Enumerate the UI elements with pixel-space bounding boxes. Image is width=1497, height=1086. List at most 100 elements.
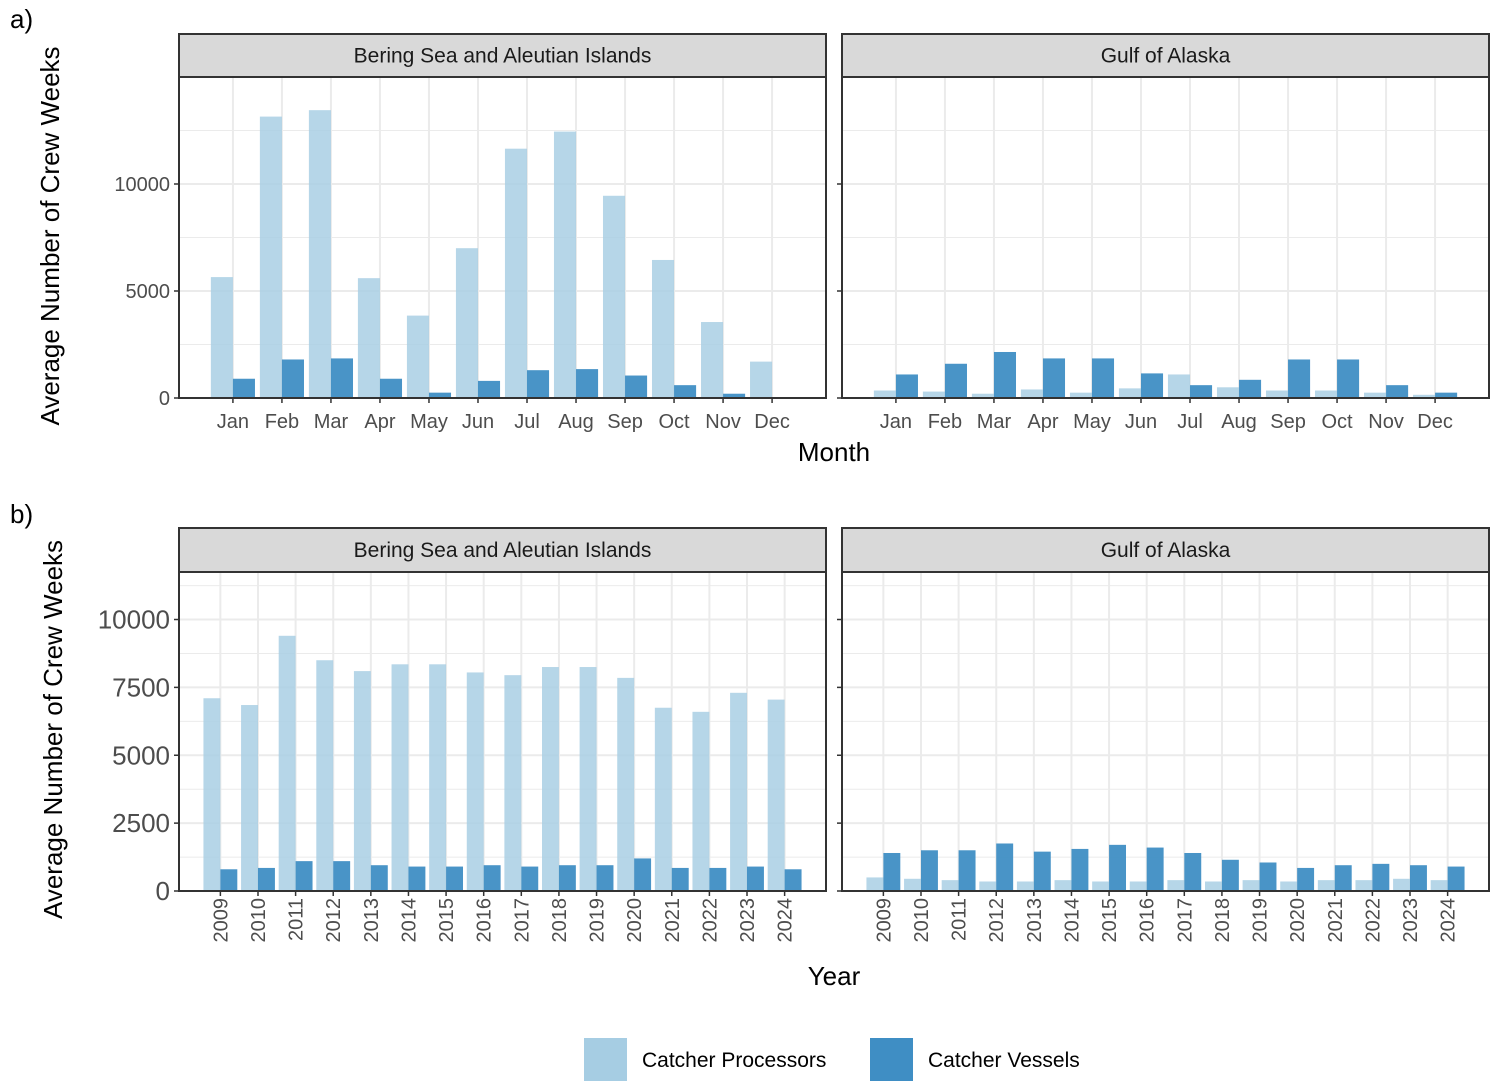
x-tick-label: 2024: [775, 898, 797, 943]
x-tick-label: 2022: [699, 898, 721, 943]
bar-catcher-processors: [1167, 374, 1191, 398]
bar-catcher-processors: [1393, 878, 1411, 891]
bar-catcher-vessels: [993, 351, 1017, 398]
x-tick-label: 2024: [1438, 898, 1460, 943]
x-tick-label: 2014: [1061, 898, 1083, 943]
x-tick-label: Nov: [705, 411, 741, 433]
x-tick-label: Sep: [607, 411, 643, 433]
x-tick-label: May: [410, 411, 448, 433]
bar-catcher-processors: [278, 635, 296, 891]
bar-catcher-vessels: [379, 378, 403, 398]
bar-catcher-processors: [873, 390, 896, 398]
bar-catcher-processors: [553, 131, 577, 398]
x-axis-title: Year: [808, 961, 861, 991]
x-tick-label: Apr: [364, 411, 395, 433]
bar-catcher-vessels: [944, 363, 967, 398]
y-tick-label: 10000: [114, 174, 170, 196]
x-tick-label: Jun: [1125, 411, 1157, 433]
x-tick-label: Oct: [658, 411, 690, 433]
bar-catcher-vessels: [958, 850, 976, 891]
bar-catcher-processors: [1092, 881, 1110, 891]
bar-catcher-vessels: [330, 358, 354, 398]
bar-catcher-processors: [866, 877, 884, 891]
bar-catcher-processors: [406, 315, 429, 398]
x-tick-label: 2017: [511, 898, 533, 943]
bar-catcher-vessels: [446, 866, 464, 891]
bar-catcher-processors: [203, 698, 221, 891]
x-tick-label: Feb: [265, 411, 299, 433]
bar-catcher-processors: [1016, 881, 1034, 891]
bar-catcher-vessels: [257, 867, 275, 891]
bar-catcher-vessels: [477, 380, 501, 398]
x-tick-label: Apr: [1027, 411, 1058, 433]
x-tick-label: Sep: [1270, 411, 1306, 433]
bar-catcher-processors: [353, 671, 371, 891]
bar-catcher-processors: [654, 707, 672, 891]
bar-catcher-processors: [1265, 390, 1289, 398]
x-tick-label: Mar: [314, 411, 349, 433]
x-tick-label: 2018: [1212, 898, 1234, 943]
bar-catcher-vessels: [996, 843, 1014, 891]
bar-catcher-vessels: [483, 865, 501, 891]
bar-catcher-vessels: [1337, 359, 1360, 398]
bar-catcher-processors: [241, 705, 258, 891]
bar-catcher-vessels: [1140, 373, 1164, 398]
bar-catcher-processors: [455, 248, 478, 398]
bar-catcher-processors: [1314, 390, 1338, 398]
bar-catcher-vessels: [1410, 865, 1427, 891]
bar-catcher-vessels: [1071, 848, 1089, 891]
x-tick-label: 2015: [436, 898, 458, 943]
bar-catcher-vessels: [1221, 859, 1239, 891]
bar-catcher-processors: [979, 881, 997, 891]
bar-catcher-processors: [579, 667, 597, 891]
bar-catcher-processors: [701, 322, 724, 398]
x-tick-label: Jul: [514, 411, 540, 433]
bar-catcher-processors: [210, 277, 233, 398]
x-tick-label: Dec: [754, 411, 790, 433]
bar-catcher-vessels: [1447, 866, 1465, 891]
x-tick-label: Dec: [1417, 411, 1453, 433]
bar-catcher-processors: [1069, 392, 1092, 398]
x-tick-label: 2013: [1024, 898, 1046, 943]
x-tick-label: 2021: [1325, 898, 1347, 943]
bar-catcher-vessels: [428, 392, 452, 398]
bar-catcher-vessels: [527, 370, 550, 398]
x-tick-label: Jan: [880, 411, 912, 433]
x-tick-label: 2011: [949, 898, 971, 941]
x-tick-label: 2016: [474, 898, 496, 943]
bar-catcher-vessels: [1109, 844, 1127, 891]
panel-tag: b): [10, 499, 33, 529]
bar-catcher-vessels: [723, 393, 746, 398]
bar-catcher-processors: [1280, 881, 1298, 891]
bar-catcher-processors: [767, 699, 785, 891]
y-tick-label: 7500: [112, 672, 170, 702]
bar-catcher-processors: [1129, 881, 1147, 891]
x-tick-label: Aug: [1221, 411, 1257, 433]
bar-catcher-vessels: [920, 850, 938, 891]
bar-catcher-processors: [316, 660, 334, 891]
bar-catcher-processors: [1242, 880, 1260, 891]
bar-catcher-processors: [617, 677, 635, 891]
bar-catcher-processors: [357, 278, 380, 398]
bar-catcher-vessels: [1259, 862, 1277, 891]
facet-1-panel: Gulf of Alaska Jan Feb Mar Apr May Jun Jul Aug Se…: [841, 33, 1490, 433]
bar-catcher-processors: [504, 148, 528, 398]
legend: Catcher Processors Catcher Vessels: [584, 1038, 1080, 1081]
bar-catcher-vessels: [1239, 379, 1262, 398]
x-tick-label: Jun: [462, 411, 494, 433]
x-tick-label: 2019: [1250, 898, 1272, 943]
bar-catcher-processors: [692, 711, 710, 891]
y-tick-label: 5000: [126, 281, 171, 303]
bar-catcher-vessels: [1435, 392, 1458, 398]
x-tick-label: 2020: [624, 898, 646, 943]
x-tick-label: 2012: [986, 898, 1008, 943]
facet-strip: [841, 527, 1490, 573]
bar-catcher-processors: [466, 672, 484, 891]
x-tick-label: Feb: [928, 411, 962, 433]
bar-catcher-vessels: [521, 866, 539, 891]
x-tick-label: 2023: [737, 898, 759, 943]
x-tick-label: Aug: [558, 411, 594, 433]
x-tick-label: Nov: [1368, 411, 1404, 433]
